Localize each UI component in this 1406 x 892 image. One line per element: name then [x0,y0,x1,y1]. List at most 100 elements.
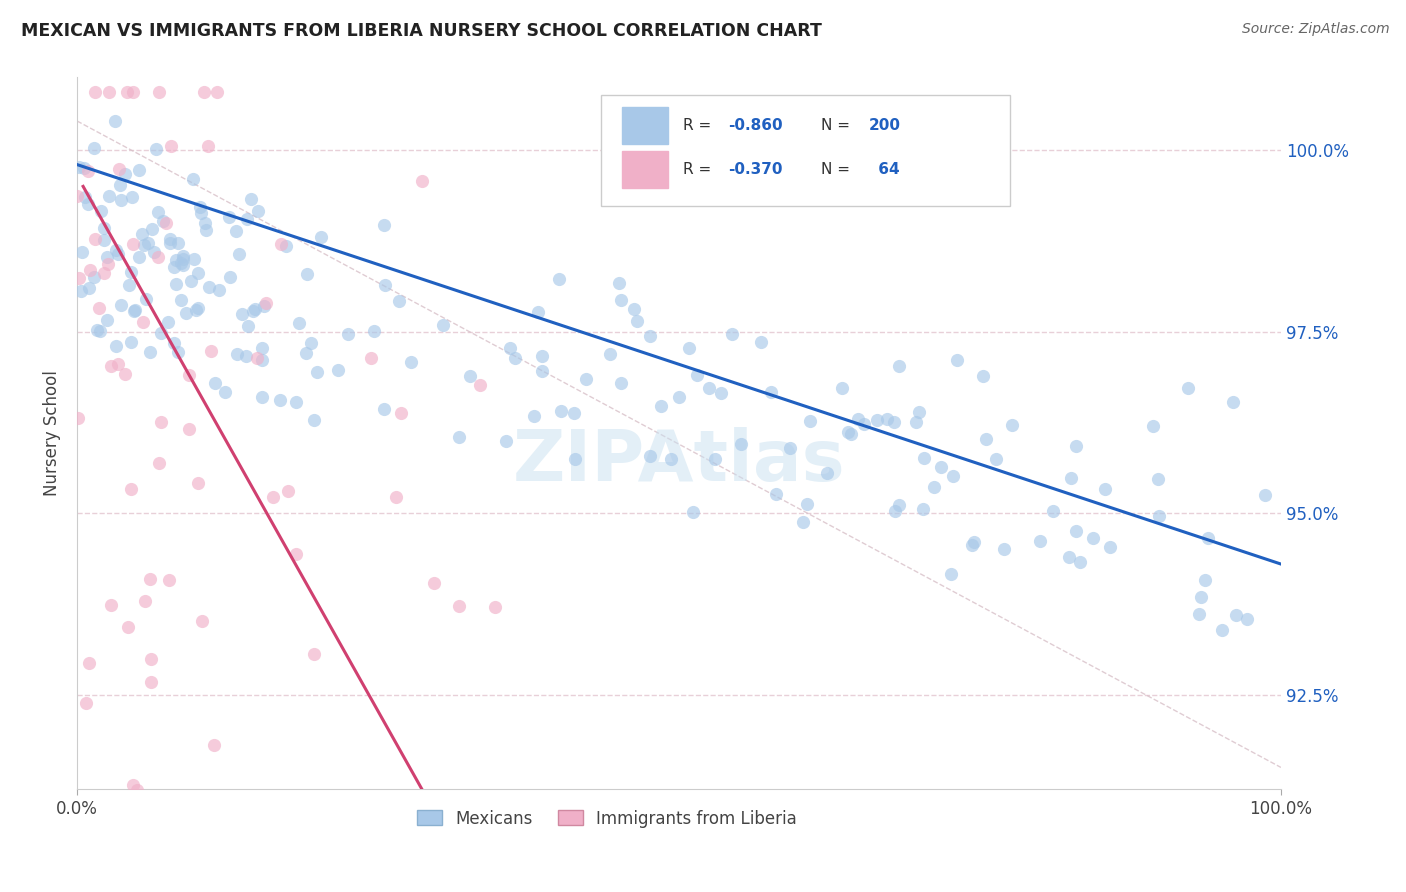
Point [107,357,129,371]
Point [703,452,725,467]
Point [165,253,187,268]
Point [77,197,100,211]
Point [759,385,782,400]
Point [730,436,752,450]
Point [145,142,167,156]
Point [122,778,145,792]
Point [388,294,411,309]
Point [710,386,733,401]
Point [1254,488,1277,502]
Point [638,449,661,463]
Point [326,363,349,377]
Point [993,541,1015,556]
Point [285,547,308,561]
Point [70,284,93,298]
Point [132,314,155,328]
Point [128,250,150,264]
Point [389,406,412,420]
Point [214,384,236,399]
Point [1222,394,1244,409]
Point [839,427,862,442]
Text: R =: R = [683,162,716,178]
Point [1236,611,1258,625]
Point [156,315,179,329]
Text: ZIPAtlas: ZIPAtlas [513,427,845,496]
Point [530,349,553,363]
Point [373,402,395,417]
Point [245,302,267,317]
Point [205,85,228,99]
Point [186,303,208,318]
Point [135,292,157,306]
Point [135,803,157,817]
Point [75,696,97,710]
Point [148,205,170,219]
Point [815,466,838,480]
Point [122,304,145,318]
Point [252,353,274,368]
Point [83,232,105,246]
Point [172,258,194,272]
Point [276,239,298,253]
Point [626,314,648,328]
Point [148,456,170,470]
Point [114,367,136,381]
Point [432,318,454,332]
Point [385,490,408,504]
Point [87,301,110,316]
Point [76,164,98,178]
Point [170,293,193,307]
Point [1042,504,1064,518]
Point [194,216,217,230]
Point [883,415,905,429]
Point [668,390,690,404]
Point [131,227,153,241]
Point [66,189,89,203]
Point [93,267,115,281]
Legend: Mexicans, Immigrants from Liberia: Mexicans, Immigrants from Liberia [411,803,803,834]
Point [884,504,907,518]
Point [96,250,118,264]
Point [1094,483,1116,497]
Point [1060,471,1083,485]
Point [946,353,969,368]
Point [187,476,209,491]
Point [188,200,211,214]
Point [167,345,190,359]
Point [143,245,166,260]
Point [963,534,986,549]
Point [609,293,631,307]
FancyBboxPatch shape [623,152,668,188]
Point [277,483,299,498]
Point [107,162,129,177]
Point [1147,509,1170,524]
Point [1001,418,1024,433]
Point [911,502,934,516]
Point [246,351,269,365]
Point [1098,540,1121,554]
Point [1057,550,1080,565]
Point [165,277,187,291]
Point [70,244,93,259]
Point [610,376,633,391]
Point [972,369,994,384]
Point [83,141,105,155]
Point [852,417,875,431]
Point [122,237,145,252]
Point [77,281,100,295]
Point [941,468,963,483]
Point [246,203,269,218]
Point [183,172,205,186]
Point [1064,439,1087,453]
Point [84,85,107,99]
Point [796,497,818,511]
Point [659,451,682,466]
Point [599,347,621,361]
Point [115,85,138,99]
Point [458,369,481,384]
Point [120,265,142,279]
Point [179,368,201,382]
Point [93,233,115,247]
Point [908,405,931,419]
Point [79,263,101,277]
